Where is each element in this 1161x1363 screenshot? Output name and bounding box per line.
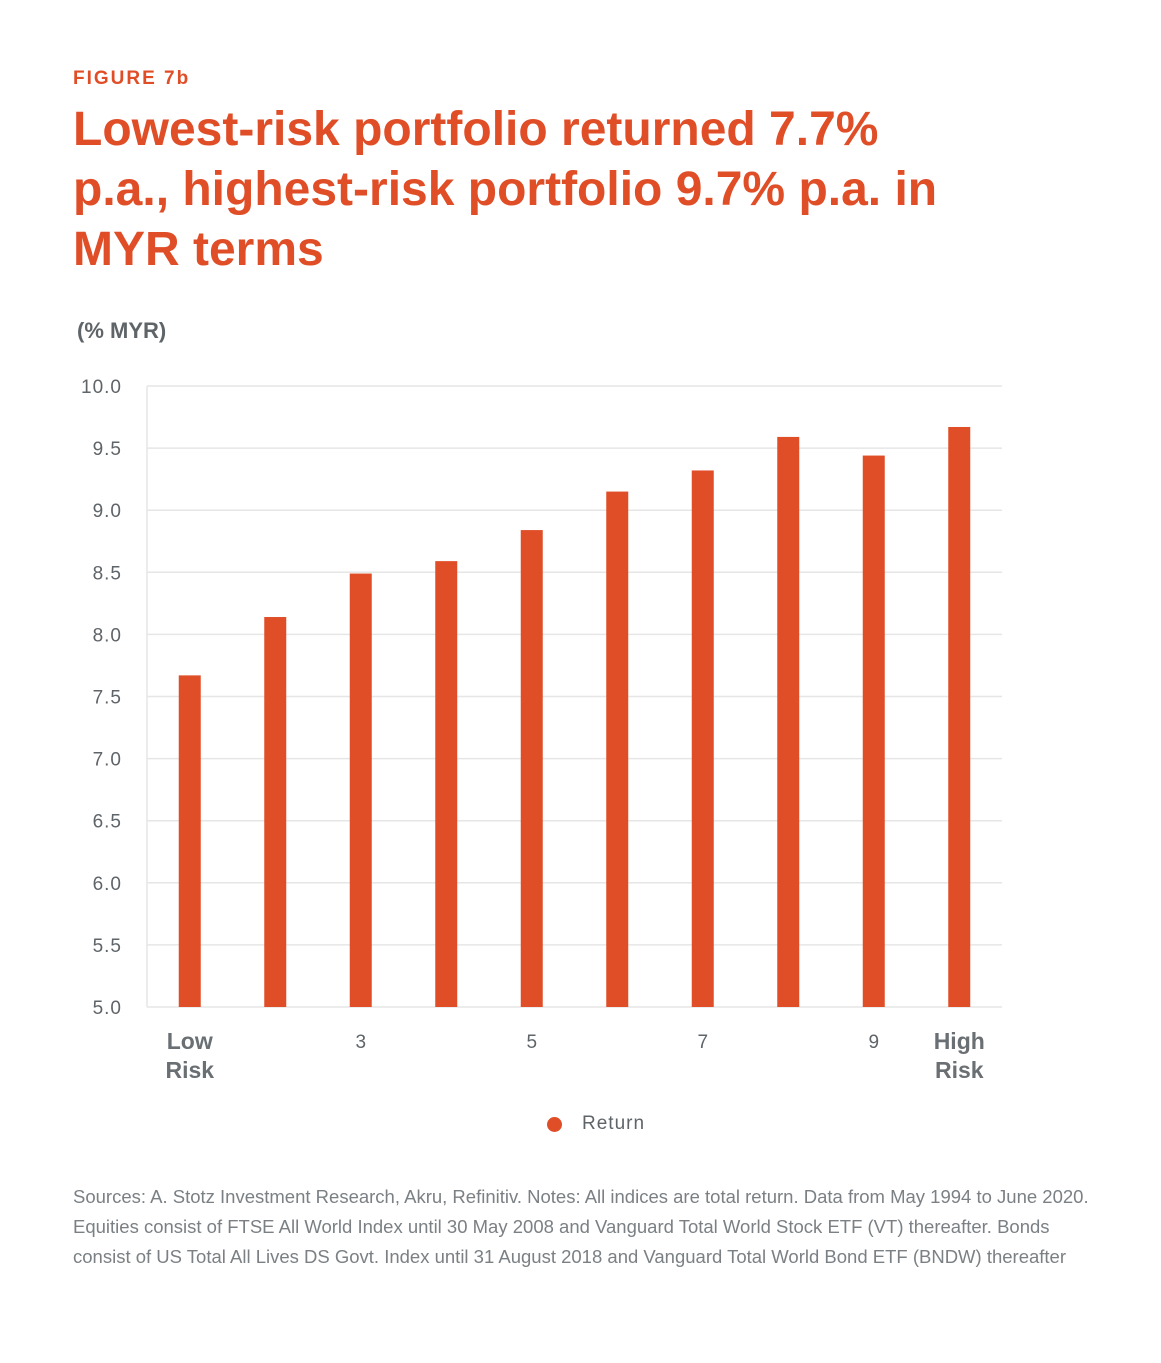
y-tick-label: 5.0 (93, 998, 122, 1019)
bar (435, 561, 458, 1007)
legend-label: Return (582, 1113, 646, 1134)
bar (264, 617, 287, 1007)
y-tick-label: 9.5 (93, 439, 122, 460)
grid-lines (146, 385, 1002, 1008)
y-tick-label: 9.0 (93, 501, 122, 522)
x-tick-label: 7 (697, 1032, 708, 1053)
bar (178, 675, 201, 1007)
y-tick-label: 5.5 (93, 936, 122, 957)
bars (178, 426, 971, 1008)
x-tick-label: 3 (355, 1032, 366, 1053)
unit-label: (% MYR) (77, 318, 167, 343)
x-tick-label: 5 (526, 1032, 537, 1053)
x-tick-label: Low (167, 1028, 213, 1054)
y-tick-label: 8.5 (93, 563, 122, 584)
x-tick-label: 9 (868, 1032, 879, 1053)
bar (520, 530, 543, 1007)
x-axis-ticks: Low Risk 3 5 7 9 High Risk (165, 1028, 984, 1083)
chart-title: Lowest-risk portfolio returned 7.7% p.a.… (73, 103, 938, 276)
bar (948, 426, 971, 1008)
y-tick-label: 6.5 (93, 812, 122, 833)
source-notes: Sources: A. Stotz Investment Research, A… (73, 1186, 1089, 1267)
legend-marker (547, 1116, 562, 1132)
y-axis-ticks: 5.0 5.5 6.0 6.5 7.0 7.5 8.0 8.5 9.0 9.5 10.0 (81, 377, 122, 1019)
bar (691, 470, 714, 1007)
bar (606, 491, 629, 1007)
y-tick-label: 7.5 (93, 688, 122, 709)
bar (862, 455, 885, 1007)
bar-chart: 5.0 5.5 6.0 6.5 7.0 7.5 8.0 8.5 9.0 9.5 10.0 Low Ri… (81, 377, 1002, 1083)
y-tick-label: 8.0 (93, 625, 122, 646)
y-tick-label: 6.0 (93, 874, 122, 895)
legend: Return (547, 1113, 645, 1135)
x-tick-label: Risk (165, 1057, 214, 1083)
y-tick-label: 10.0 (81, 377, 122, 398)
y-tick-label: 7.0 (93, 750, 122, 771)
bar (777, 436, 800, 1007)
bar (349, 573, 372, 1007)
x-tick-label: Risk (935, 1057, 984, 1083)
x-tick-label: High (934, 1028, 985, 1054)
figure-label: FIGURE 7b (73, 68, 191, 89)
